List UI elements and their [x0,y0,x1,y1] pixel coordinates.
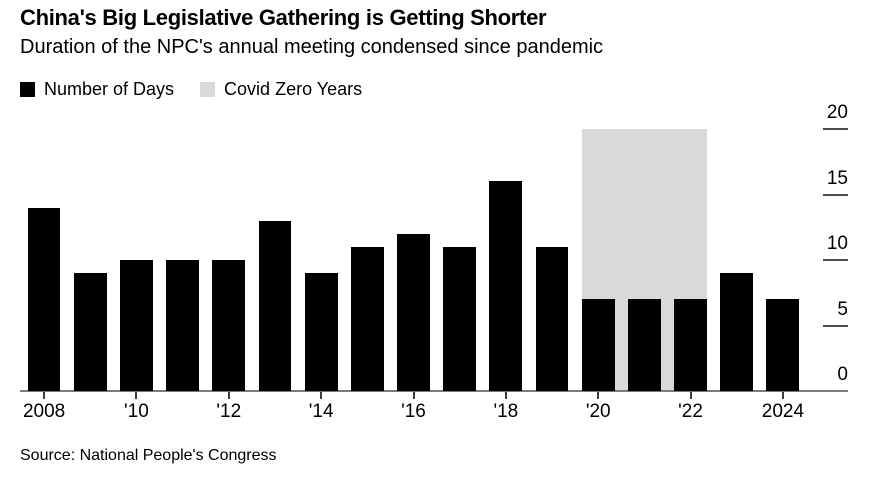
x-axis-ticks [21,392,806,400]
bar-slot [298,129,344,391]
bar-series [21,129,806,391]
bar-2008 [27,207,61,391]
bar-slot [113,129,159,391]
x-tick-mark [597,392,600,399]
y-tick-mark [823,259,848,261]
bar-2018 [489,181,523,391]
bar-2019 [535,246,569,391]
x-tick-label-2014: '14 [308,401,334,422]
bar-slot [390,129,436,391]
bar-2015 [350,246,384,391]
x-tick-label-2022: '22 [678,401,703,422]
bar-slot [760,129,806,391]
bar-slot [206,129,252,391]
bar-slot [621,129,667,391]
bar-slot [252,129,298,391]
bar-slot [667,129,713,391]
bar-slot [344,129,390,391]
black-square-swatch-icon [20,82,35,97]
bar-2023 [720,273,754,391]
bar-2024 [766,299,800,391]
bar-slot [483,129,529,391]
x-tick-mark [320,392,323,399]
plot-area [21,129,806,391]
chart-title: China's Big Legislative Gathering is Get… [20,5,547,30]
x-tick-mark [689,392,692,399]
y-tick-mark [823,193,848,196]
y-tick-label-0: 0 [837,364,848,385]
x-tick-label-2024: 2024 [761,401,805,422]
y-tick-label-10: 10 [826,233,848,254]
bar-slot [714,129,760,391]
bar-slot [529,129,575,391]
bar-2012 [212,260,246,391]
bar-2010 [120,260,153,391]
legend-label: Number of Days [44,79,175,99]
gray-square-swatch-icon [200,82,216,97]
legend: Number of Days Covid Zero Years [20,79,362,100]
bar-2022 [674,299,707,391]
bar-2013 [258,220,292,391]
x-axis-labels: 2008 '10 '12 '14 '16 '18 '20 '22 2024 [21,401,806,425]
x-tick-label-2008: 2008 [22,401,66,422]
bar-2016 [397,233,430,391]
source-note: Source: National People's Congress [20,447,277,464]
x-tick-mark [227,392,230,399]
y-axis: 0 5 10 15 20 [796,103,848,391]
bar-slot [575,129,621,391]
bar-slot [67,129,113,391]
x-axis-line [20,390,848,392]
x-tick-mark [412,392,415,399]
y-tick-label-15: 15 [826,167,848,189]
bar-2009 [73,273,107,391]
x-tick-mark [781,392,784,399]
bar-2017 [443,246,477,391]
y-tick-mark [823,128,848,130]
y-tick-label-20: 20 [826,102,848,123]
y-tick-mark [823,324,848,327]
bar-slot [437,129,483,391]
bar-2014 [304,273,338,391]
x-tick-mark [504,392,507,399]
bar-slot [160,129,206,391]
legend-item-number-of-days: Number of Days [20,79,174,100]
bar-2020 [581,299,615,391]
x-tick-label-2018: '18 [493,401,519,422]
x-tick-label-2016: '16 [401,401,426,422]
legend-item-covid-zero-years: Covid Zero Years [200,79,362,100]
y-tick-label-5: 5 [837,298,848,320]
bar-2021 [627,299,661,391]
x-tick-label-2010: '10 [124,401,149,422]
x-tick-label-2012: '12 [216,401,242,422]
x-tick-label-2020: '20 [585,401,611,422]
bar-slot [21,129,67,391]
chart-subtitle: Duration of the NPC's annual meeting con… [20,36,604,58]
bar-2011 [166,260,199,391]
x-tick-mark [135,392,138,399]
legend-label: Covid Zero Years [224,79,363,99]
x-tick-mark [43,392,46,399]
